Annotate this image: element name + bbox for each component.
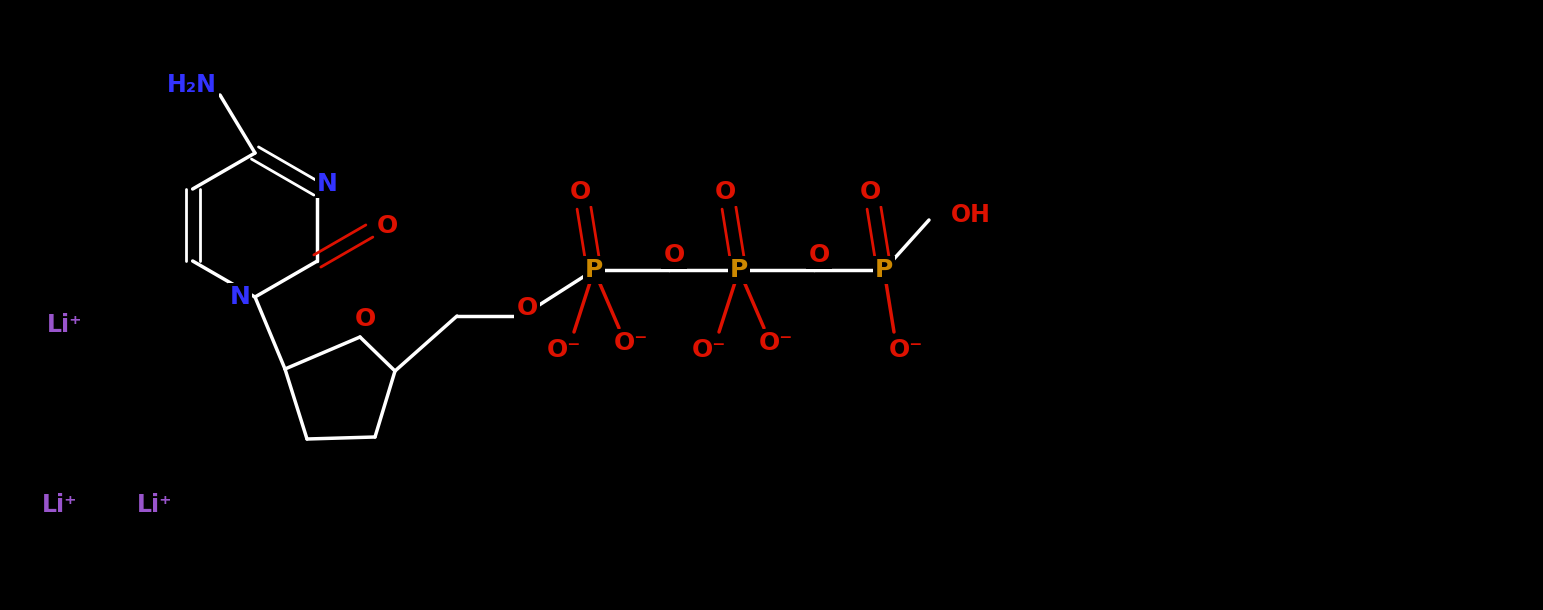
Text: Li⁺: Li⁺ bbox=[137, 493, 173, 517]
Text: O⁻: O⁻ bbox=[614, 331, 648, 355]
Text: O⁻: O⁻ bbox=[889, 338, 923, 362]
Text: O: O bbox=[663, 243, 685, 267]
Text: P: P bbox=[585, 258, 603, 282]
Text: O: O bbox=[355, 307, 375, 331]
Text: O⁻: O⁻ bbox=[759, 331, 793, 355]
Text: O: O bbox=[376, 214, 398, 238]
Text: O⁻: O⁻ bbox=[691, 338, 727, 362]
Text: OH: OH bbox=[950, 203, 991, 227]
Text: O: O bbox=[517, 296, 537, 320]
Text: H₂N: H₂N bbox=[167, 73, 218, 97]
Text: N: N bbox=[230, 285, 250, 309]
Text: O⁻: O⁻ bbox=[546, 338, 582, 362]
Text: O: O bbox=[859, 180, 881, 204]
Text: O: O bbox=[809, 243, 830, 267]
Text: O: O bbox=[714, 180, 736, 204]
Text: P: P bbox=[875, 258, 893, 282]
Text: Li⁺: Li⁺ bbox=[48, 313, 83, 337]
Text: P: P bbox=[730, 258, 748, 282]
Text: O: O bbox=[569, 180, 591, 204]
Text: N: N bbox=[316, 172, 338, 196]
Text: Li⁺: Li⁺ bbox=[42, 493, 77, 517]
